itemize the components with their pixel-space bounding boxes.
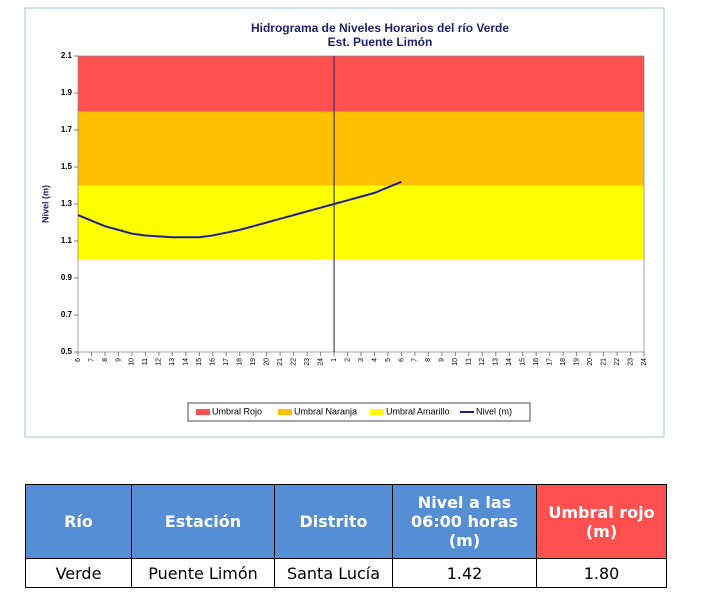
x-tick-label: 24 <box>317 358 324 366</box>
x-tick-label: 13 <box>493 358 500 366</box>
threshold-band <box>78 111 644 186</box>
header-cell: Río <box>25 484 132 559</box>
x-tick-label: 22 <box>614 358 621 366</box>
x-tick-label: 4 <box>371 358 378 362</box>
chart: Hidrograma de Niveles Horarios del río V… <box>24 7 665 438</box>
header-cell: Estación <box>131 484 275 559</box>
x-tick-label: 17 <box>547 358 554 366</box>
header-row: Río Estación Distrito Nivel a las 06:00 … <box>25 484 667 559</box>
cell: 1.42 <box>392 558 537 588</box>
legend-label: Umbral Amarillo <box>386 406 450 416</box>
x-tick-label: 12 <box>479 358 486 366</box>
x-tick-label: 10 <box>129 358 136 366</box>
y-axis-label: Nivel (m) <box>40 185 50 223</box>
x-tick-label: 5 <box>385 358 392 362</box>
y-tick-label: 0.9 <box>61 273 73 282</box>
legend-label: Umbral Naranja <box>294 406 357 416</box>
legend <box>187 402 531 422</box>
y-tick-label: 1.5 <box>61 162 73 171</box>
x-tick-label: 19 <box>250 358 257 366</box>
cell: 1.80 <box>536 558 667 588</box>
x-tick-label: 7 <box>412 358 419 362</box>
y-tick-label: 0.7 <box>61 310 73 319</box>
cell: Puente Limón <box>131 558 275 588</box>
x-tick-label: 15 <box>520 358 527 366</box>
legend-label: Umbral Rojo <box>212 406 262 416</box>
x-tick-label: 6 <box>398 358 405 362</box>
x-tick-label: 20 <box>587 358 594 366</box>
x-tick-label: 19 <box>573 358 580 366</box>
x-tick-label: 2 <box>344 358 351 362</box>
x-tick-label: 9 <box>115 358 122 362</box>
y-tick-label: 1.3 <box>61 199 73 208</box>
x-tick-label: 17 <box>223 358 230 366</box>
header-cell: Distrito <box>274 484 393 559</box>
x-tick-label: 23 <box>627 358 634 366</box>
threshold-band <box>78 56 644 112</box>
x-tick-label: 13 <box>169 358 176 366</box>
x-tick-label: 16 <box>210 358 217 366</box>
cell: Santa Lucía <box>274 558 393 588</box>
header-cell: Nivel a las 06:00 horas (m) <box>392 484 537 559</box>
y-tick-label: 1.9 <box>61 88 73 97</box>
legend-swatch <box>196 409 210 415</box>
data-row: Verde Puente Limón Santa Lucía 1.42 1.80 <box>25 558 667 588</box>
x-tick-label: 8 <box>425 358 432 362</box>
x-tick-label: 3 <box>358 358 365 362</box>
table: Río Estación Distrito Nivel a las 06:00 … <box>25 484 667 588</box>
x-tick-label: 18 <box>560 358 567 366</box>
x-tick-label: 11 <box>142 358 149 365</box>
x-tick-label: 24 <box>641 358 648 366</box>
legend-swatch <box>278 409 292 415</box>
x-tick-label: 8 <box>102 358 109 362</box>
x-tick-label: 18 <box>237 358 244 366</box>
x-tick-label: 7 <box>88 358 95 362</box>
y-tick-label: 1.1 <box>61 236 73 245</box>
x-tick-label: 14 <box>183 358 190 366</box>
x-tick-label: 15 <box>196 358 203 366</box>
x-tick-label: 21 <box>277 358 284 366</box>
chart-title: Hidrograma de Niveles Horarios del río V… <box>251 21 509 35</box>
threshold-band <box>78 185 644 260</box>
x-tick-label: 16 <box>533 358 540 366</box>
x-tick-label: 10 <box>452 358 459 366</box>
cell: Verde <box>25 558 132 588</box>
x-tick-label: 11 <box>466 358 473 365</box>
header-cell: Umbral rojo (m) <box>536 484 667 559</box>
chart-subtitle: Est. Puente Limón <box>328 35 433 49</box>
x-tick-label: 20 <box>264 358 271 366</box>
y-tick-label: 2.1 <box>61 51 73 60</box>
x-tick-label: 1 <box>331 358 338 362</box>
x-tick-label: 21 <box>600 358 607 366</box>
x-tick-label: 14 <box>506 358 513 366</box>
x-tick-label: 22 <box>290 358 297 366</box>
x-tick-label: 23 <box>304 358 311 366</box>
x-tick-label: 12 <box>156 358 163 366</box>
x-tick-label: 9 <box>439 358 446 362</box>
x-tick-label: 6 <box>75 358 82 362</box>
y-tick-label: 0.5 <box>61 347 73 356</box>
y-tick-label: 1.7 <box>61 125 73 134</box>
level-line <box>77 180 402 239</box>
legend-swatch <box>370 409 384 415</box>
legend-label: Nivel (m) <box>476 406 512 416</box>
